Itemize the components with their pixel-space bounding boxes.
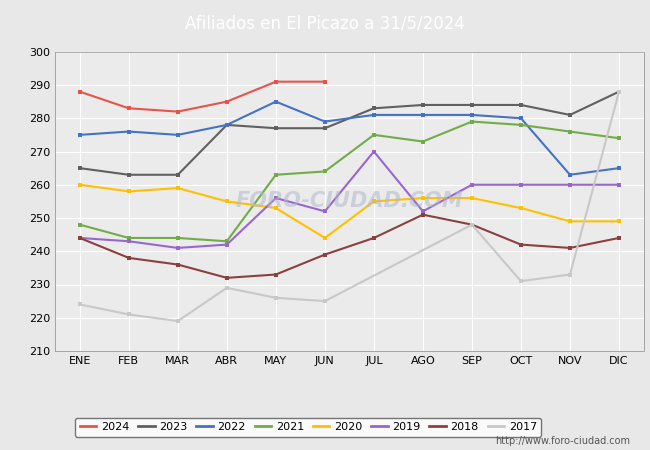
Text: FORO-CIUDAD.COM: FORO-CIUDAD.COM: [235, 191, 463, 212]
Text: http://www.foro-ciudad.com: http://www.foro-ciudad.com: [495, 436, 630, 446]
Text: Afiliados en El Picazo a 31/5/2024: Afiliados en El Picazo a 31/5/2024: [185, 14, 465, 33]
Legend: 2024, 2023, 2022, 2021, 2020, 2019, 2018, 2017: 2024, 2023, 2022, 2021, 2020, 2019, 2018…: [75, 418, 541, 436]
